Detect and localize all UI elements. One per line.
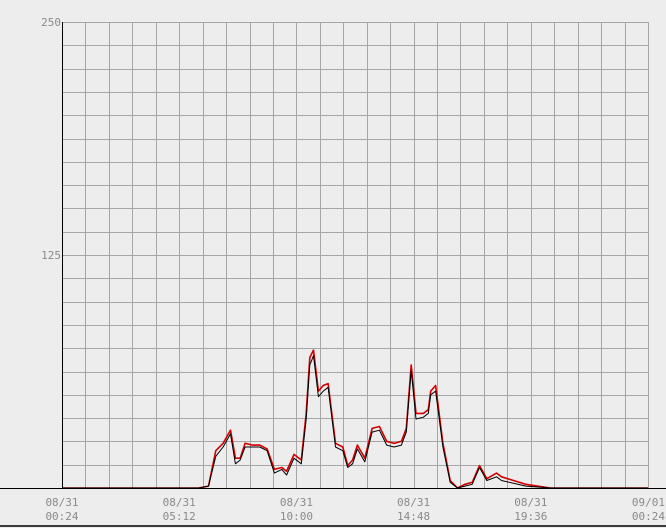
x-tick-label-time: 19:36 (514, 510, 547, 523)
x-tick-label-date: 08/31 (163, 496, 196, 509)
x-tick-label-date: 08/31 (514, 496, 547, 509)
x-tick-label-date: 09/01 (632, 496, 665, 509)
x-tick-label-time: 10:00 (280, 510, 313, 523)
y-tick-label: 250 (41, 16, 61, 29)
y-tick-label: 125 (41, 249, 61, 262)
x-tick-label-date: 08/31 (45, 496, 78, 509)
x-tick-label-date: 08/31 (280, 496, 313, 509)
x-tick-label-time: 00:24 (45, 510, 78, 523)
tick-labels: 25012508/3100:2408/3105:1208/3110:0008/3… (41, 16, 665, 523)
axes (0, 22, 666, 527)
x-tick-label-time: 05:12 (163, 510, 196, 523)
x-tick-label-time: 00:24 (632, 510, 665, 523)
x-tick-label-time: 14:48 (397, 510, 430, 523)
series-group (62, 349, 648, 489)
x-tick-label-date: 08/31 (397, 496, 430, 509)
series-line-black (62, 355, 648, 489)
series-line-red (62, 349, 648, 489)
